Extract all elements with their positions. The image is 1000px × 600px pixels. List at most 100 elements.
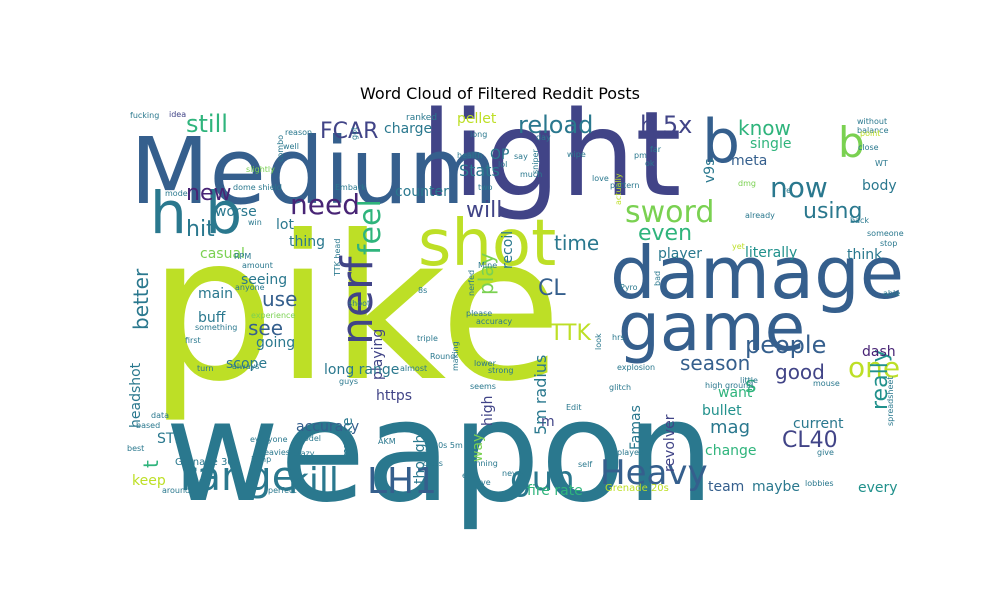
cloud-word: hit xyxy=(186,217,215,242)
cloud-word: season xyxy=(680,351,750,375)
cloud-word: v9s xyxy=(702,159,718,184)
cloud-word: Grenade 30s xyxy=(175,457,239,468)
cloud-word: idea xyxy=(169,110,186,119)
cloud-word: anyone xyxy=(235,283,265,292)
cloud-word: 8s xyxy=(418,286,427,295)
cloud-word: know xyxy=(738,116,791,140)
cloud-word: explosion xyxy=(617,363,655,372)
cloud-word: OP xyxy=(490,147,509,163)
cloud-word: Famas xyxy=(628,405,644,450)
cloud-word: charge xyxy=(384,121,432,137)
cloud-word: damage xyxy=(610,231,904,315)
cloud-word: shoot xyxy=(348,299,370,308)
cloud-word: better xyxy=(129,268,153,330)
cloud-word: guys xyxy=(339,377,358,386)
cloud-word: give xyxy=(817,448,834,457)
cloud-word: CL40 xyxy=(782,428,838,453)
cloud-word: now xyxy=(770,171,828,204)
cloud-word: good xyxy=(775,360,825,384)
cloud-word: dome shield xyxy=(233,183,282,192)
cloud-word: bullet xyxy=(702,403,742,419)
cloud-word: played xyxy=(617,448,644,457)
cloud-word: really xyxy=(868,349,893,410)
cloud-word: shot xyxy=(418,207,556,281)
cloud-word: already xyxy=(745,211,775,220)
cloud-word: never xyxy=(502,469,526,478)
cloud-word: feel xyxy=(353,199,388,255)
cloud-word: two xyxy=(478,183,493,192)
cloud-word: win xyxy=(248,218,262,227)
cloud-word: actually xyxy=(614,173,623,205)
cloud-word: combo xyxy=(276,135,285,162)
cloud-word: close xyxy=(858,143,879,152)
cloud-word: much xyxy=(520,170,542,179)
cloud-word: running xyxy=(467,459,498,468)
cloud-word: class xyxy=(423,459,443,468)
cloud-word: m xyxy=(541,414,555,430)
cloud-word: https xyxy=(376,388,412,404)
cloud-word: Edit xyxy=(566,403,582,412)
cloud-word: fire xyxy=(341,454,354,463)
cloud-word: mouse xyxy=(813,379,840,388)
cloud-word: gun xyxy=(510,459,575,499)
cloud-word: 30s 5m xyxy=(433,441,463,450)
cloud-word: long xyxy=(470,130,487,139)
cloud-word: without xyxy=(857,117,887,126)
cloud-word: will xyxy=(466,198,502,223)
cloud-word: accuracy xyxy=(296,419,359,435)
cloud-word: strong xyxy=(488,366,513,375)
cloud-word: time xyxy=(554,231,599,255)
cloud-word: far xyxy=(650,145,662,154)
cloud-word: accuracy xyxy=(476,317,512,326)
cloud-word: heavies xyxy=(259,448,290,457)
cloud-word: even xyxy=(638,221,692,246)
cloud-word: making xyxy=(451,341,460,371)
cloud-word: b xyxy=(702,107,740,177)
cloud-word: current xyxy=(793,416,844,432)
cloud-word: think xyxy=(847,247,883,263)
cloud-word: one xyxy=(848,351,900,384)
cloud-word: Stats xyxy=(459,161,500,180)
cloud-word: every xyxy=(858,480,898,496)
cloud-word: pm xyxy=(634,151,647,160)
cloud-word: almost xyxy=(400,364,427,373)
cloud-word: best xyxy=(127,444,144,453)
cloud-word: light xyxy=(420,85,682,223)
cloud-word: range xyxy=(180,454,296,500)
cloud-word: back xyxy=(850,216,869,225)
cloud-word: spreadsheet xyxy=(886,377,895,426)
cloud-word: weapon xyxy=(165,371,715,534)
cloud-word: nerfed xyxy=(467,270,476,296)
cloud-word: going xyxy=(256,335,295,351)
cloud-word: around xyxy=(162,486,190,495)
cloud-word: Grenade 20s xyxy=(605,483,669,494)
cloud-word: little xyxy=(740,376,758,385)
cloud-word: high ground xyxy=(705,381,753,390)
cloud-word: scope xyxy=(226,356,267,372)
cloud-word: using xyxy=(803,199,862,224)
cloud-word: h b xyxy=(150,179,242,247)
cloud-word: look xyxy=(594,333,603,350)
cloud-word: thought xyxy=(412,428,428,484)
cloud-word: always xyxy=(232,362,259,371)
cloud-word: reason xyxy=(285,128,312,137)
cloud-word: new xyxy=(186,181,231,206)
cloud-word: glitch xyxy=(609,383,631,392)
cloud-word: Pyro xyxy=(620,283,638,292)
cloud-word: point xyxy=(860,129,880,138)
cloud-word: bad xyxy=(653,271,662,286)
cloud-word: triple xyxy=(417,334,438,343)
cloud-word: change xyxy=(705,443,757,459)
cloud-word: ok xyxy=(645,159,655,168)
cloud-word: need xyxy=(290,188,360,221)
cloud-word: turn xyxy=(197,364,213,373)
cloud-word: based xyxy=(136,421,160,430)
cloud-word: data xyxy=(151,411,169,420)
cloud-word: Embark xyxy=(335,183,366,192)
cloud-word: use xyxy=(262,287,297,311)
cloud-word: Mine xyxy=(478,261,497,270)
cloud-word: TTK head xyxy=(333,239,342,277)
cloud-word: seems xyxy=(470,382,496,391)
cloud-word: RPM xyxy=(234,252,251,261)
cloud-word: CL xyxy=(538,276,566,301)
